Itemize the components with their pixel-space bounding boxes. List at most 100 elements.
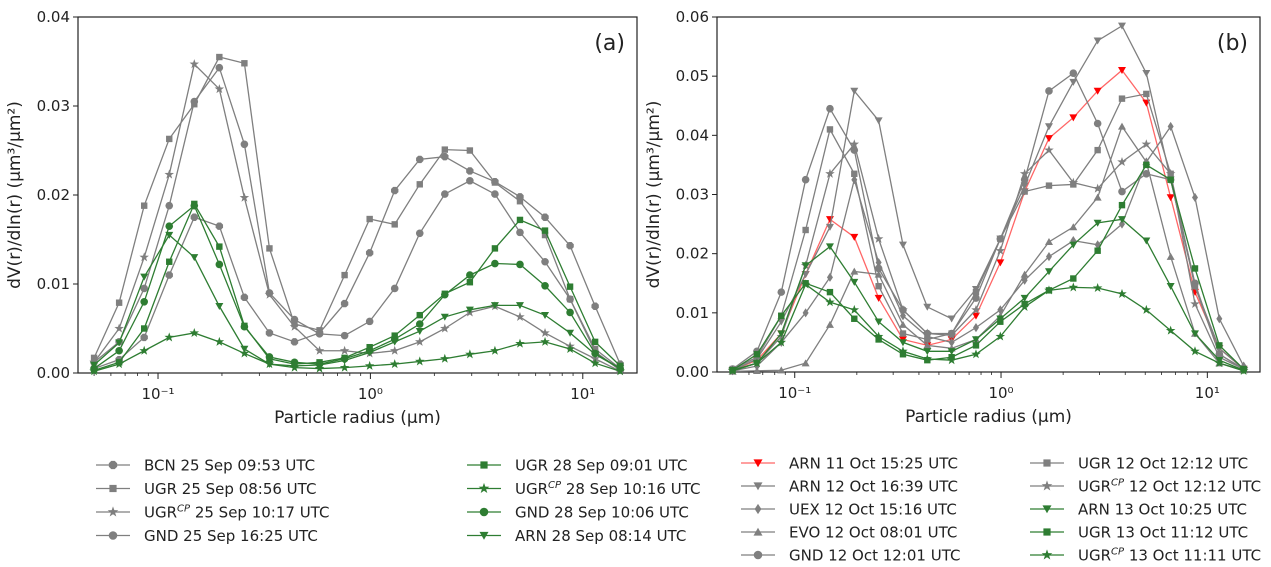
panel-b-data-point xyxy=(1165,168,1176,178)
panel-a-data-point xyxy=(215,303,224,311)
panel-b-data-point xyxy=(1094,146,1101,154)
panel-b-data-point xyxy=(1118,187,1126,196)
panel-b-legend-label: GND 12 Oct 12:01 UTC xyxy=(789,547,960,565)
panel-a-series xyxy=(90,63,624,375)
panel-b-data-point xyxy=(1118,95,1126,102)
panel-b-data-point xyxy=(923,341,932,349)
panel-a-data-point xyxy=(140,273,149,281)
panel-b-data-point xyxy=(1190,298,1200,308)
panel-a-legend-marker xyxy=(479,507,489,517)
panel-a-ytick-label: 0.00 xyxy=(37,364,70,382)
panel-a-data-point xyxy=(215,222,224,230)
panel-b-legend-label: EVO 12 Oct 08:01 UTC xyxy=(789,524,957,542)
panel-a-ytick-label: 0.03 xyxy=(37,97,70,115)
panel-a-data-point xyxy=(190,213,198,221)
panel-a-data-point xyxy=(416,155,424,164)
panel-a-data-point xyxy=(289,321,300,331)
panel-a-data-point xyxy=(190,201,199,210)
panel-a-data-point xyxy=(265,360,274,368)
panel-b-data-point xyxy=(1191,265,1199,272)
panel-a-legend-label: GND 25 Sep 16:25 UTC xyxy=(144,527,318,545)
panel-b-series-line xyxy=(732,93,1244,370)
panel-b-data-point xyxy=(995,331,1006,341)
panel-b-data-point xyxy=(1117,67,1126,75)
panel-b-data-point xyxy=(1092,282,1103,293)
panel-a-data-point xyxy=(440,353,450,363)
panel-b-legend-item: UEX 12 Oct 15:16 UTC xyxy=(741,501,957,519)
panel-a-data-point xyxy=(416,181,423,188)
panel-a-legend-marker xyxy=(478,482,490,494)
panel-b-data-point xyxy=(972,323,979,333)
panel-a-chart: 0.00 0.01 0.02 0.03 0.04 10⁻¹ 10⁰ 10¹ Particle r… xyxy=(5,8,638,428)
panel-a-data-point xyxy=(240,345,249,353)
panel-b-data-point xyxy=(1216,314,1223,324)
panel-b-legend-item: UGR 13 Oct 11:12 UTC xyxy=(1030,524,1248,542)
panel-b-legend-item: GND 12 Oct 12:01 UTC xyxy=(741,547,960,565)
panel-a-data-point xyxy=(465,306,474,314)
panel-b-ylabel: dV(r)/dln(r) (μm³/μm²) xyxy=(644,101,664,289)
panel-b-data-point xyxy=(1190,330,1199,338)
panel-b-data-point xyxy=(1142,70,1151,78)
panel-a-data-point xyxy=(139,252,149,262)
panel-b-data-point xyxy=(826,272,833,282)
panel-b-data-point xyxy=(850,87,859,95)
panel-a-data-point xyxy=(466,271,474,279)
panel-b-data-point xyxy=(1191,192,1198,203)
panel-a-data-point xyxy=(490,345,500,355)
panel-a-data-point xyxy=(390,284,399,293)
panel-b-data-point xyxy=(898,304,908,314)
panel-a-data-point xyxy=(189,59,200,69)
panel-b-data-point xyxy=(898,241,907,249)
panel-a-data-point xyxy=(490,302,499,310)
panel-a-data-point xyxy=(165,231,174,239)
panel-b-data-point xyxy=(752,358,762,368)
panel-a-data-point xyxy=(441,290,449,299)
panel-a-data-point xyxy=(566,329,575,337)
panel-b-data-point xyxy=(1238,365,1249,375)
panel-a-data-point xyxy=(240,140,249,149)
panel-b-data-point xyxy=(1019,301,1030,311)
panel-a-data-point xyxy=(415,356,425,366)
panel-b-xtick-label: 10⁰ xyxy=(988,384,1013,402)
panel-a-data-point xyxy=(340,331,349,340)
panel-b-data-point xyxy=(777,366,786,374)
panel-b-data-point xyxy=(1117,156,1127,166)
panel-a-data-point xyxy=(515,338,525,348)
panel-a-series-line xyxy=(93,204,621,370)
panel-b-data-point xyxy=(1142,237,1151,245)
panel-b-data-point xyxy=(1068,282,1079,292)
panel-a-legend-marker xyxy=(108,460,118,470)
panel-a-data-point xyxy=(415,229,424,238)
panel-a-legend: BCN 25 Sep 09:53 UTC UGR 25 Sep 08:56 UTC… xyxy=(96,457,700,545)
panel-a-data-point xyxy=(265,353,274,361)
panel-a-data-point xyxy=(165,201,174,210)
panel-a-data-point xyxy=(566,242,574,250)
panel-a-data-point xyxy=(140,202,148,209)
panel-b-data-point xyxy=(971,312,980,320)
panel-a-data-point xyxy=(516,198,524,205)
panel-a-data-point xyxy=(466,279,474,286)
panel-b-legend-marker xyxy=(753,527,763,536)
panel-b-xtick-label: 10⁻¹ xyxy=(778,384,811,402)
panel-b-data-point xyxy=(1117,122,1126,130)
panel-b-data-point xyxy=(1069,78,1078,86)
panel-a-data-point xyxy=(540,336,550,346)
panel-a-data-point xyxy=(416,311,423,319)
panel-b-legend-marker xyxy=(1041,480,1053,491)
panel-b-data-point xyxy=(972,342,980,349)
panel-a-data-point xyxy=(239,192,250,202)
panel-b-data-point xyxy=(898,339,907,347)
panel-b-data-point xyxy=(946,330,957,340)
panel-b-data-point xyxy=(1044,145,1054,155)
panel-a-data-point xyxy=(115,299,123,306)
panel-b-ytick-label: 0.01 xyxy=(676,304,709,322)
panel-a-data-point xyxy=(491,179,499,186)
panel-b-data-point xyxy=(752,367,761,375)
panel-b-data-point xyxy=(850,267,859,275)
panel-b-ytick-label: 0.02 xyxy=(676,245,709,263)
panel-a-data-point xyxy=(214,84,225,94)
panel-a-xtick-label: 10⁻¹ xyxy=(142,385,175,403)
panel-a-data-point xyxy=(541,231,549,239)
panel-b-data-point xyxy=(923,348,932,356)
panel-b-data-point xyxy=(778,312,785,319)
